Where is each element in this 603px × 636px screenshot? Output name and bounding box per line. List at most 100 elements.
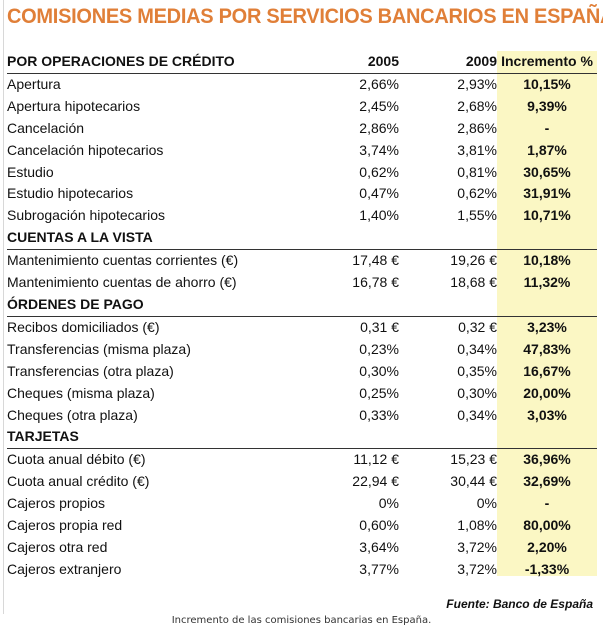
table-row: Subrogación hipotecarios 1,40% 1,55% 10,71% — [7, 205, 597, 227]
increment-value: - — [544, 119, 550, 136]
table-row: Transferencias (otra plaza) 0,30% 0,35% 16,… — [7, 361, 597, 383]
value-2005: 0,23% — [359, 340, 399, 357]
increment-value: 9,39% — [527, 97, 567, 114]
increment-value: 31,91% — [523, 185, 571, 202]
section-header-row: ÓRDENES DE PAGO — [7, 293, 597, 317]
increment-value: 47,83% — [523, 340, 571, 357]
increment-value: 3,03% — [527, 406, 567, 423]
table-title: COMISIONES MEDIAS POR SERVICIOS BANCARIO… — [7, 4, 603, 28]
service-name: Cajeros extranjero — [7, 560, 122, 577]
section-header-row: TARJETAS — [7, 426, 597, 450]
column-header-increment: Incremento % — [497, 51, 597, 74]
table-row: Mantenimiento cuentas de ahorro (€) 16,78… — [7, 272, 597, 294]
service-name: Cuota anual crédito (€) — [7, 473, 150, 490]
empty-cell — [399, 426, 497, 450]
service-name: Cheques (otra plaza) — [7, 406, 138, 423]
value-2009: 0,30% — [457, 384, 497, 401]
table-row: Recibos domiciliados (€) 0,31 € 0,32 € 3,23… — [7, 316, 597, 338]
increment-value: 16,67% — [523, 362, 571, 379]
increment-value: - — [544, 495, 550, 512]
table-row: Cuota anual crédito (€) 22,94 € 30,44 € 32,… — [7, 471, 597, 493]
increment-value: 10,71% — [523, 207, 571, 224]
table-row: Cheques (otra plaza) 0,33% 0,34% 3,03% — [7, 405, 597, 427]
table-row: Cajeros propios 0% 0% - — [7, 493, 597, 515]
service-name: Cajeros otra red — [7, 538, 108, 555]
service-name: Cancelación hipotecarios — [7, 141, 164, 158]
increment-value: 10,15% — [523, 75, 571, 92]
table-row: Mantenimiento cuentas corrientes (€) 17,4… — [7, 250, 597, 272]
image-frame — [3, 0, 603, 614]
value-2005: 3,74% — [359, 141, 399, 158]
value-2005: 11,12 € — [353, 451, 399, 468]
increment-value: 20,00% — [523, 384, 571, 401]
value-2009: 2,68% — [457, 97, 497, 114]
image-caption: Incremento de las comisiones bancarias e… — [171, 615, 432, 626]
increment-value: 11,32% — [523, 274, 571, 291]
increment-value: 10,18% — [523, 252, 571, 269]
section-title: TARJETAS — [7, 426, 299, 450]
table-row: Cajeros extranjero 3,77% 3,72% -1,33% — [7, 559, 597, 581]
table-row: Cancelación 2,86% 2,86% - — [7, 118, 597, 140]
table-row: Transferencias (misma plaza) 0,23% 0,34% 47… — [7, 339, 597, 361]
value-2009: 15,23 € — [450, 451, 497, 468]
column-header-2005: 2005 — [299, 51, 399, 74]
service-name: Mantenimiento cuentas corrientes (€) — [7, 252, 239, 269]
service-name: Estudio — [7, 163, 54, 180]
section-title: ÓRDENES DE PAGO — [7, 293, 299, 317]
service-name: Cajeros propia red — [7, 517, 123, 534]
value-2009: 19,26 € — [450, 252, 497, 269]
service-name: Apertura — [7, 75, 61, 92]
empty-cell — [497, 227, 597, 251]
table-row: Cancelación hipotecarios 3,74% 3,81% 1,87% — [7, 140, 597, 162]
service-name: Apertura hipotecarios — [7, 97, 141, 114]
service-name: Cancelación — [7, 119, 85, 136]
table-row: Cajeros propia red 0,60% 1,08% 80,00% — [7, 515, 597, 537]
value-2009: 0,35% — [457, 362, 497, 379]
value-2005: 22,94 € — [352, 473, 399, 490]
service-name: Recibos domiciliados (€) — [7, 318, 160, 335]
empty-cell — [497, 426, 597, 450]
increment-value: -1,33% — [524, 560, 570, 577]
service-name: Subrogación hipotecarios — [7, 207, 165, 224]
increment-value: 80,00% — [523, 517, 571, 534]
empty-cell — [299, 227, 399, 251]
section-title: POR OPERACIONES DE CRÉDITO — [7, 51, 299, 74]
value-2005: 2,45% — [359, 97, 399, 114]
empty-cell — [399, 227, 497, 251]
column-header-2009: 2009 — [399, 51, 497, 74]
service-name: Cuota anual débito (€) — [7, 451, 146, 468]
service-name: Cajeros propios — [7, 495, 106, 512]
empty-cell — [399, 293, 497, 317]
increment-value: 32,69% — [523, 473, 571, 490]
empty-cell — [299, 293, 399, 317]
value-2005: 0,60% — [359, 517, 399, 534]
value-2009: 0,62% — [457, 185, 497, 202]
value-2009: 3,72% — [457, 538, 497, 555]
value-2009: 0,34% — [457, 340, 497, 357]
increment-value: 3,23% — [527, 318, 567, 335]
value-2009: 2,86% — [457, 119, 497, 136]
service-name: Mantenimiento cuentas de ahorro (€) — [7, 274, 237, 291]
service-name: Cheques (misma plaza) — [7, 384, 155, 401]
value-2009: 0,34% — [457, 406, 497, 423]
value-2005: 3,64% — [359, 538, 399, 555]
value-2005: 2,86% — [359, 119, 399, 136]
section-header-row: CUENTAS A LA VISTA — [7, 227, 597, 251]
service-name: Estudio hipotecarios — [7, 185, 134, 202]
service-name: Transferencias (otra plaza) — [7, 362, 174, 379]
value-2009: 3,72% — [457, 560, 497, 577]
table-row: Cajeros otra red 3,64% 3,72% 2,20% — [7, 537, 597, 559]
value-2005: 16,78 € — [352, 274, 399, 291]
table-row: Apertura 2,66% 2,93% 10,15% — [7, 73, 597, 95]
value-2005: 0,33% — [359, 406, 399, 423]
table-row: Cheques (misma plaza) 0,25% 0,30% 20,00% — [7, 383, 597, 405]
value-2009: 1,55% — [457, 207, 497, 224]
value-2009: 0,32 € — [458, 318, 497, 335]
table-row: Estudio hipotecarios 0,47% 0,62% 31,91% — [7, 183, 597, 205]
value-2009: 30,44 € — [450, 473, 497, 490]
value-2005: 0,30% — [359, 362, 399, 379]
table-row: Cuota anual débito (€) 11,12 € 15,23 € 36,9… — [7, 449, 597, 471]
section-title: CUENTAS A LA VISTA — [7, 227, 299, 251]
value-2009: 3,81% — [457, 141, 497, 158]
value-2009: 18,68 € — [450, 274, 497, 291]
